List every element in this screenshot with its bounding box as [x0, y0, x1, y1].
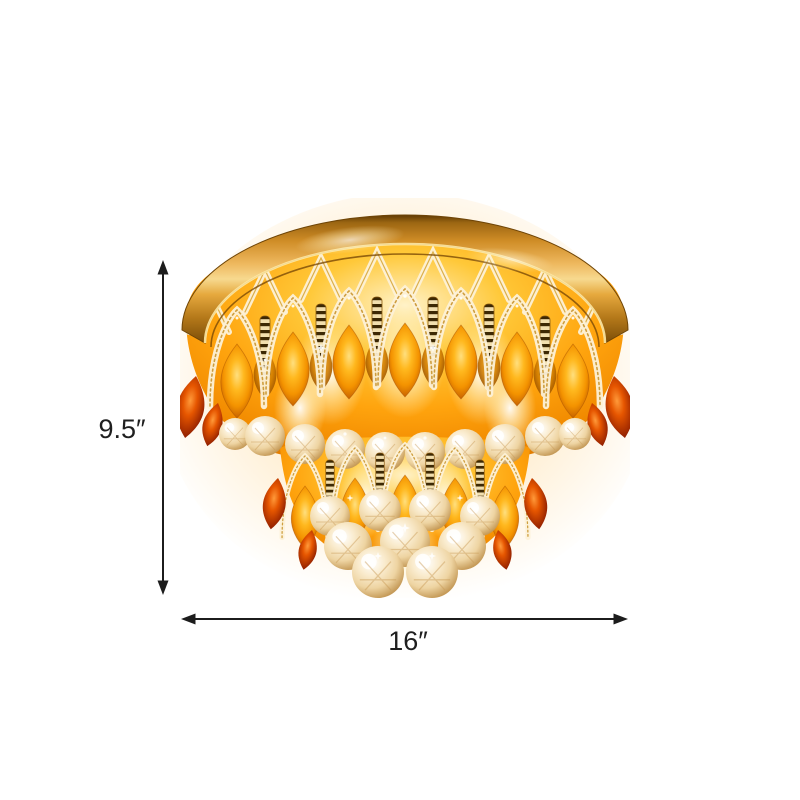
- arrow-left-icon: [181, 613, 196, 625]
- width-dimension-label: 16″: [388, 626, 428, 656]
- sparkles: [235, 294, 575, 560]
- height-dimension-label: 9.5″: [98, 414, 146, 444]
- height-dimension-arrow: [157, 260, 169, 595]
- gold-rim: [181, 214, 629, 348]
- arrow-down-icon: [157, 580, 169, 595]
- arrow-up-icon: [157, 260, 169, 275]
- arrow-right-icon: [613, 613, 628, 625]
- ceiling-lamp-image: [180, 198, 630, 598]
- width-dimension-arrow: [181, 613, 628, 625]
